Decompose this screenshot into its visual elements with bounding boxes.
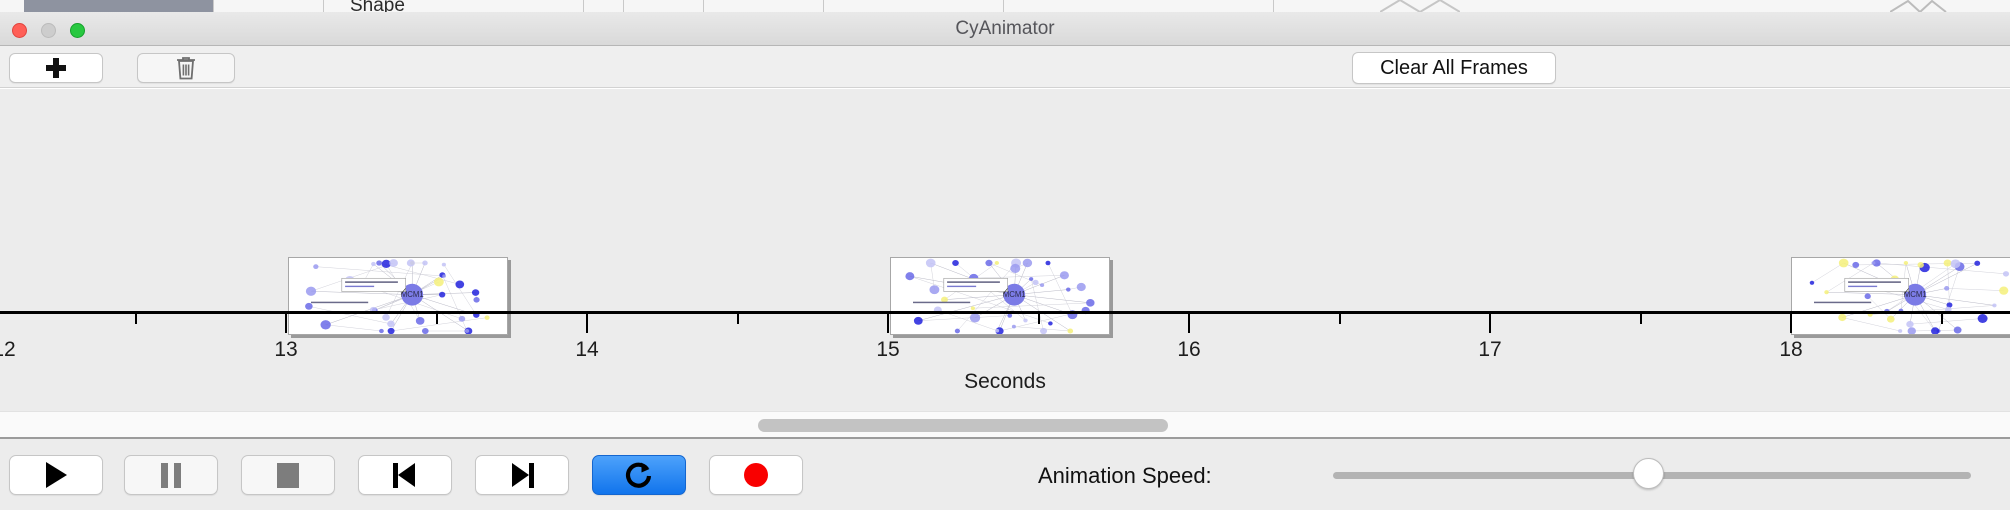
horizontal-scrollbar[interactable]	[0, 411, 2010, 439]
timeline-frame[interactable]: MCM1	[1791, 257, 2010, 335]
record-icon	[744, 463, 768, 487]
plus-icon	[46, 58, 66, 78]
axis-title: Seconds	[964, 370, 1046, 393]
toolbar: Clear All Frames	[0, 46, 2010, 88]
previous-button[interactable]	[358, 455, 452, 495]
window-title: CyAnimator	[955, 18, 1055, 39]
bg-segment	[324, 0, 584, 12]
tick-minor	[1941, 314, 1943, 324]
svg-text:MCM1: MCM1	[1904, 290, 1927, 299]
timeline-frame[interactable]: MCM1	[890, 257, 1110, 335]
network-thumbnail-icon: MCM1	[1792, 258, 2010, 334]
tick-minor	[1339, 314, 1341, 324]
tick-major	[887, 314, 889, 333]
bg-segment	[214, 0, 324, 12]
scrollbar-thumb[interactable]	[758, 419, 1168, 432]
loop-icon	[625, 462, 652, 488]
clear-all-frames-button[interactable]: Clear All Frames	[1352, 52, 1556, 84]
pause-icon	[161, 462, 181, 488]
tick-label: 17	[1478, 338, 1502, 361]
next-icon	[510, 462, 534, 488]
animation-speed-slider[interactable]	[1333, 458, 1971, 489]
timeline-frame[interactable]: MCM1	[288, 257, 508, 335]
tick-label: 13	[274, 338, 298, 361]
add-frame-button[interactable]	[9, 53, 103, 83]
title-bar: CyAnimator	[0, 12, 2010, 46]
bg-segment	[624, 0, 704, 12]
bg-curve-icon	[1380, 0, 1460, 12]
tick-minor	[1640, 314, 1642, 324]
close-icon[interactable]	[12, 23, 27, 38]
tick-major	[285, 314, 287, 333]
next-button[interactable]	[475, 455, 569, 495]
svg-text:MCM1: MCM1	[1003, 290, 1026, 299]
tick-label: 18	[1779, 338, 1803, 361]
tick-label: 14	[575, 338, 599, 361]
slider-thumb[interactable]	[1633, 458, 1664, 489]
play-icon	[45, 462, 67, 488]
record-button[interactable]	[709, 455, 803, 495]
animation-speed-label: Animation Speed:	[1038, 463, 1212, 488]
timeline-panel[interactable]: MCM1 MCM1 MCM1 12 13 14 15 16 17 18 Seconds	[0, 88, 2010, 412]
svg-text:MCM1: MCM1	[401, 290, 424, 299]
delete-frame-button[interactable]	[137, 53, 235, 83]
tick-minor	[436, 314, 438, 324]
trash-icon	[177, 57, 195, 80]
loop-button[interactable]	[592, 455, 686, 495]
bg-segment-dark	[24, 0, 214, 12]
play-button[interactable]	[9, 455, 103, 495]
tick-minor	[1038, 314, 1040, 324]
previous-icon	[393, 462, 417, 488]
tick-minor	[737, 314, 739, 324]
tick-major	[1790, 314, 1792, 333]
playback-bar: Animation Speed:	[0, 441, 2010, 510]
maximize-icon[interactable]	[70, 23, 85, 38]
network-thumbnail-icon: MCM1	[289, 258, 507, 334]
bg-segment	[1004, 0, 1274, 12]
pause-button[interactable]	[124, 455, 218, 495]
minimize-icon[interactable]	[41, 23, 56, 38]
tick-major	[1188, 314, 1190, 333]
tick-major	[1489, 314, 1491, 333]
network-thumbnail-icon: MCM1	[891, 258, 1109, 334]
ruler-baseline	[0, 311, 2010, 314]
bg-segment	[824, 0, 1004, 12]
tick-minor	[135, 314, 137, 324]
stop-icon	[277, 462, 299, 488]
tick-label: 16	[1177, 338, 1201, 361]
time-ruler[interactable]: 12 13 14 15 16 17 18 Seconds	[0, 311, 2010, 412]
stop-button[interactable]	[241, 455, 335, 495]
tick-label: 15	[876, 338, 900, 361]
tick-major	[586, 314, 588, 333]
bg-segment	[584, 0, 624, 12]
bg-curve-icon	[1890, 0, 1947, 12]
bg-segment	[704, 0, 824, 12]
tick-label: 12	[0, 338, 16, 361]
